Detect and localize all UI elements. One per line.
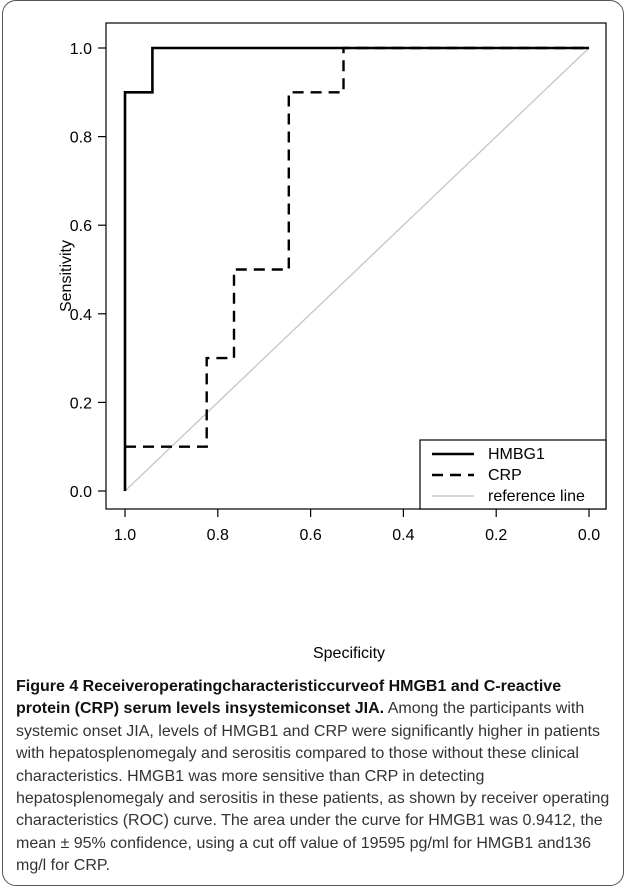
- y-tick-label-4: 0.8: [70, 130, 92, 147]
- legend-label-1: CRP: [488, 467, 522, 484]
- caption-title: Figure 4 Receiveroperatingcharacteristic…: [16, 678, 562, 718]
- legend-label-2: reference line: [488, 488, 585, 505]
- figure-caption: Figure 4 Receiveroperatingcharacteristic…: [16, 676, 616, 878]
- x-tick-label-3: 0.4: [392, 527, 414, 544]
- y-tick-label-3: 0.6: [70, 218, 92, 235]
- x-axis-label: Specificity: [313, 645, 385, 662]
- series-line-reference-line: [124, 47, 590, 492]
- plot-border: [105, 22, 607, 510]
- y-axis-label: Sensitivity: [58, 240, 75, 312]
- series-line-hmbg1: [123, 46, 589, 491]
- x-tick-label-0: 1.0: [114, 527, 136, 544]
- y-tick-label-2: 0.4: [70, 307, 92, 324]
- x-tick-label-5: 0.0: [578, 527, 600, 544]
- legend-label-0: HMBG1: [488, 446, 545, 463]
- series-line-crp: [125, 46, 589, 448]
- caption-body: Among the participants with systemic ons…: [16, 700, 610, 875]
- x-tick-label-1: 0.8: [207, 527, 229, 544]
- x-tick-label-4: 0.2: [485, 527, 507, 544]
- x-tick-label-2: 0.6: [299, 527, 321, 544]
- y-tick-label-5: 1.0: [70, 41, 92, 58]
- y-tick-label-1: 0.2: [70, 395, 92, 412]
- roc-chart: 1.0 0.8 0.6 0.4 0.2 0.0 0.0 0.2 0.4 0.6 0.8 1.0 HMBG…: [58, 22, 607, 662]
- y-tick-label-0: 0.0: [70, 484, 92, 501]
